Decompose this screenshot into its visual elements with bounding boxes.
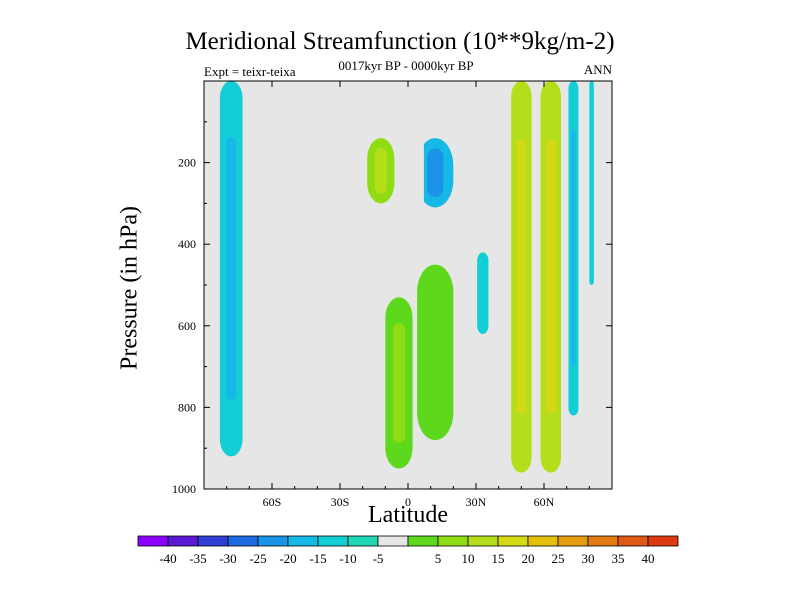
colorbar-swatch bbox=[257, 535, 289, 547]
colorbar-label: -30 bbox=[219, 551, 236, 566]
colorbar-swatch bbox=[527, 535, 559, 547]
x-tick-label: 30S bbox=[331, 495, 350, 509]
x-tick-label: 30N bbox=[466, 495, 487, 509]
contour-core-3 bbox=[427, 148, 444, 198]
y-tick-label: 400 bbox=[178, 237, 196, 251]
contour-core-5 bbox=[392, 322, 406, 443]
contour-core-1 bbox=[226, 137, 237, 401]
contour-core-10 bbox=[571, 131, 576, 366]
colorbar-swatch bbox=[437, 535, 469, 547]
colorbar-swatch bbox=[557, 535, 589, 547]
colorbar-label: 25 bbox=[552, 551, 565, 566]
colorbar-label: -35 bbox=[189, 551, 206, 566]
colorbar-label: -40 bbox=[159, 551, 176, 566]
y-tick-label: 200 bbox=[178, 156, 196, 170]
colorbar-swatch bbox=[587, 535, 619, 547]
colorbar-label: -25 bbox=[249, 551, 266, 566]
colorbar-swatch bbox=[197, 535, 229, 547]
colorbar-swatch bbox=[407, 535, 439, 547]
y-tick-label: 800 bbox=[178, 400, 196, 414]
experiment-label: Expt = teixr-teixa bbox=[204, 64, 296, 79]
contour-region-11 bbox=[589, 81, 594, 285]
colorbar-swatch bbox=[467, 535, 499, 547]
y-tick-label: 1000 bbox=[172, 482, 196, 496]
season-label: ANN bbox=[583, 62, 612, 77]
x-tick-label: 0 bbox=[405, 495, 411, 509]
colorbar-label: 30 bbox=[582, 551, 595, 566]
colorbar-label: 40 bbox=[642, 551, 655, 566]
colorbar-label: 15 bbox=[492, 551, 505, 566]
colorbar-swatch bbox=[167, 535, 199, 547]
colorbar-label: -20 bbox=[279, 551, 296, 566]
colorbar-swatch bbox=[227, 535, 259, 547]
colorbar-swatch bbox=[317, 535, 349, 547]
colorbar-label: 20 bbox=[522, 551, 535, 566]
colorbar-swatch bbox=[647, 535, 679, 547]
chart-subtitle: 0017kyr BP - 0000kyr BP bbox=[338, 58, 474, 73]
contour-region-4 bbox=[414, 81, 424, 212]
chart-title: Meridional Streamfunction (10**9kg/m-2) bbox=[185, 28, 615, 55]
contour-core-2 bbox=[374, 147, 387, 194]
x-tick-label: 60S bbox=[263, 495, 282, 509]
x-tick-label: 60N bbox=[534, 495, 555, 509]
colorbar-swatch bbox=[137, 535, 169, 547]
colorbar-label: -15 bbox=[309, 551, 326, 566]
colorbar-swatch bbox=[617, 535, 649, 547]
colorbar-label: 35 bbox=[612, 551, 625, 566]
colorbar-label: 10 bbox=[462, 551, 475, 566]
colorbar-label: -5 bbox=[373, 551, 384, 566]
colorbar-swatch bbox=[497, 535, 529, 547]
colorbar-swatch bbox=[287, 535, 319, 547]
y-tick-label: 600 bbox=[178, 319, 196, 333]
colorbar-label: -10 bbox=[339, 551, 356, 566]
colorbar-swatch bbox=[377, 535, 409, 547]
contour-core-8 bbox=[516, 139, 526, 414]
colorbar-swatch bbox=[347, 535, 379, 547]
x-axis-label: Latitude bbox=[368, 502, 448, 528]
contour-region-6 bbox=[417, 264, 454, 441]
contour-core-9 bbox=[546, 139, 556, 414]
contour-region-7 bbox=[477, 252, 489, 334]
colorbar-label: 5 bbox=[435, 551, 442, 566]
